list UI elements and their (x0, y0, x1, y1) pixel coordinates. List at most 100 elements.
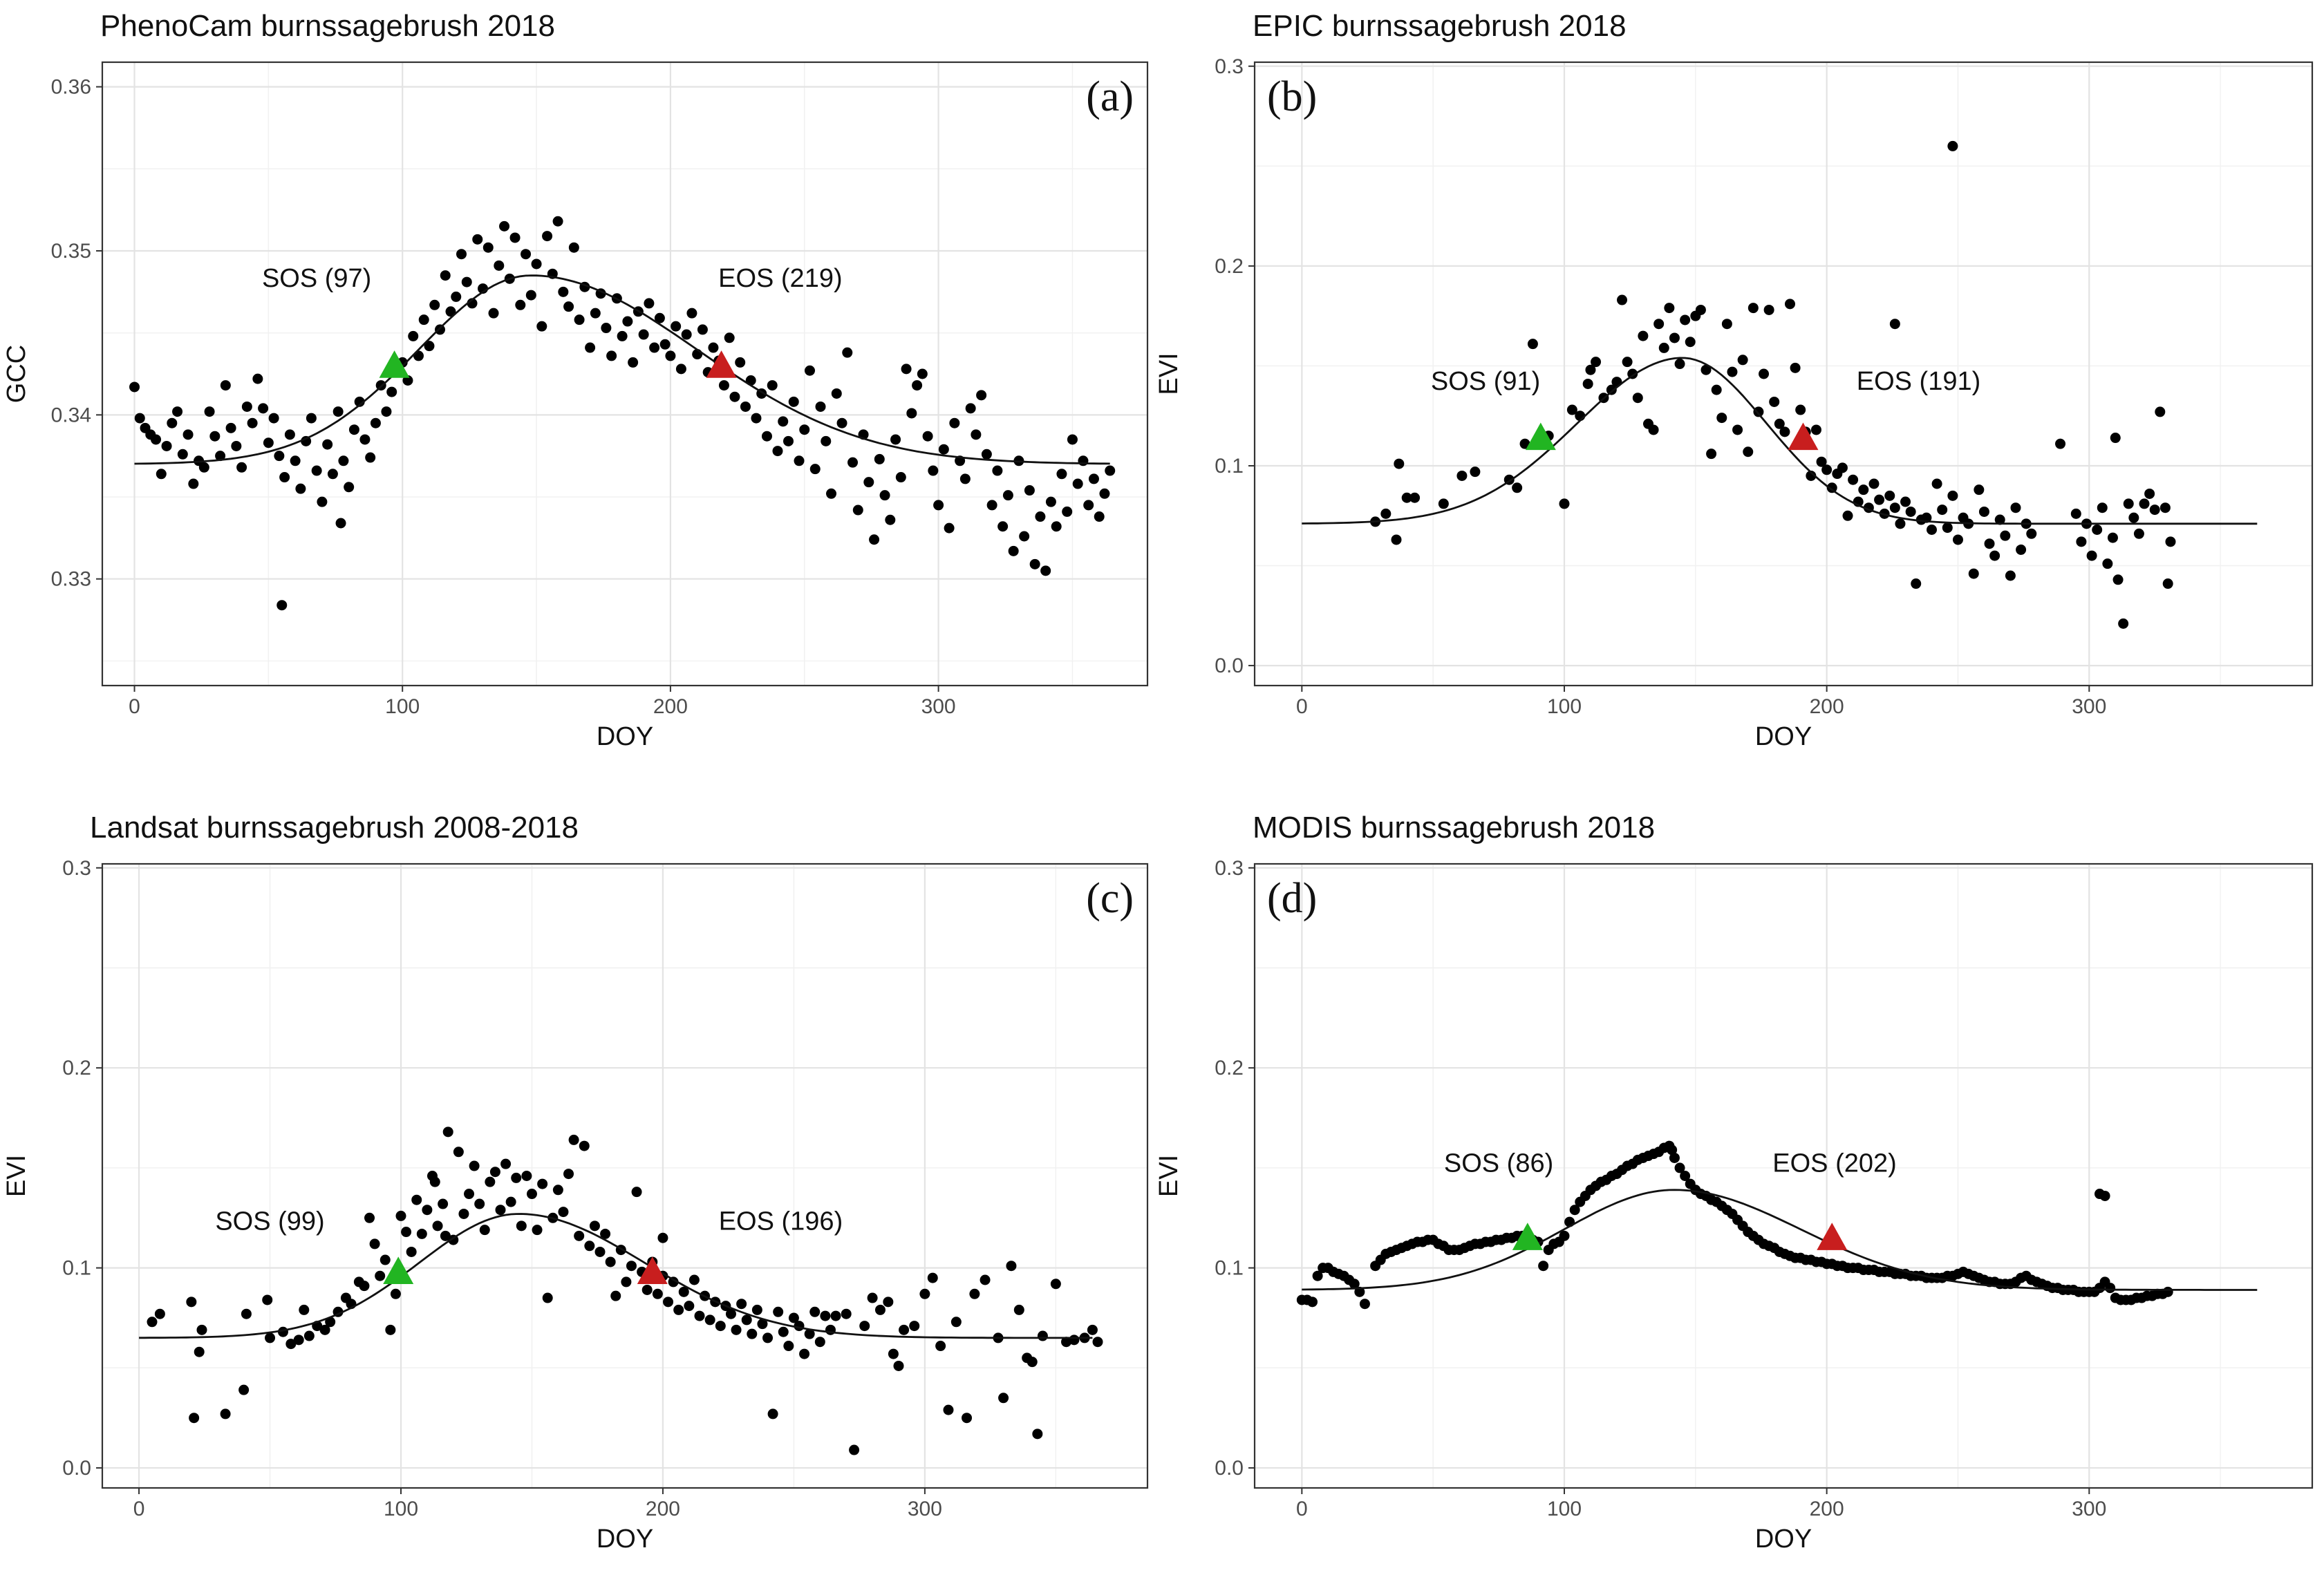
data-point (1359, 1299, 1370, 1310)
x-tick-label: 200 (653, 695, 688, 718)
data-point (379, 1254, 391, 1265)
data-point (375, 1270, 386, 1281)
data-point (663, 1296, 674, 1308)
data-point (1354, 1286, 1365, 1297)
data-point (621, 1276, 632, 1288)
y-tick-label: 0.1 (1215, 455, 1244, 478)
data-point (542, 1292, 553, 1303)
data-point (317, 496, 328, 507)
data-point (445, 306, 456, 317)
data-point (657, 1232, 668, 1243)
data-point (472, 234, 483, 245)
data-point (369, 1238, 380, 1249)
data-point (1900, 496, 1911, 507)
data-point (584, 1241, 595, 1252)
y-tick-label: 0.1 (1215, 1257, 1244, 1280)
data-point (440, 270, 451, 281)
data-point (1669, 1152, 1680, 1163)
data-point (1664, 303, 1675, 314)
data-point (2107, 532, 2118, 543)
data-point (1942, 522, 1953, 534)
y-tick-label: 0.2 (62, 1057, 91, 1079)
data-point (1019, 531, 1030, 542)
data-point (2162, 578, 2173, 590)
data-point (456, 249, 467, 260)
data-point (883, 1296, 894, 1308)
data-point (805, 365, 816, 376)
data-point (863, 477, 874, 488)
data-point (1816, 456, 1827, 467)
data-point (981, 449, 992, 460)
data-point (641, 1284, 653, 1295)
sos-label: SOS (91) (1431, 367, 1540, 396)
data-point (348, 424, 359, 435)
data-point (236, 462, 247, 473)
data-point (1401, 492, 1412, 503)
data-point (969, 1288, 980, 1299)
data-point (2162, 1286, 2173, 1297)
y-axis-label: EVI (1154, 1155, 1183, 1197)
data-point (935, 1341, 946, 1352)
data-point (385, 1324, 396, 1335)
data-point (589, 1220, 600, 1232)
eos-label: EOS (219) (718, 264, 843, 293)
data-point (1037, 1330, 1048, 1341)
data-point (319, 1324, 330, 1335)
data-point (568, 242, 579, 253)
data-point (809, 1306, 821, 1317)
data-point (258, 403, 269, 414)
fitted-curve (1302, 357, 2258, 525)
data-point (488, 308, 499, 319)
data-point (1591, 357, 1602, 368)
data-point (852, 504, 863, 516)
data-point (1391, 534, 1402, 545)
data-point (1994, 514, 2005, 525)
panel-label: (b) (1267, 73, 1317, 120)
data-point (311, 465, 322, 476)
data-point (684, 1301, 695, 1312)
data-point (438, 1198, 449, 1209)
data-point (933, 500, 944, 511)
x-tick-label: 0 (1296, 1498, 1308, 1520)
data-point (1648, 424, 1659, 435)
data-point (665, 350, 676, 361)
data-point (499, 220, 510, 232)
panel-label: (c) (1086, 875, 1134, 922)
data-point (247, 417, 258, 428)
data-point (1056, 469, 1067, 480)
data-point (1685, 337, 1696, 348)
data-point (731, 1324, 742, 1335)
data-point (381, 406, 392, 417)
data-point (804, 1328, 815, 1339)
data-point (442, 1126, 453, 1138)
data-point (644, 298, 655, 309)
data-point (241, 401, 252, 412)
x-tick-label: 200 (1810, 695, 1844, 718)
data-point (814, 1337, 825, 1348)
data-point (950, 1317, 962, 1328)
data-point (359, 1281, 370, 1292)
x-axis-label: DOY (1755, 1525, 1812, 1554)
data-point (675, 364, 686, 375)
data-point (579, 1140, 590, 1151)
data-point (196, 1324, 207, 1335)
data-point (1806, 470, 1817, 481)
data-point (1013, 1304, 1024, 1315)
data-point (788, 396, 799, 407)
data-point (1769, 396, 1780, 407)
data-point (1680, 314, 1691, 326)
data-point (2092, 525, 2103, 535)
data-point (1088, 473, 1099, 484)
x-tick-label: 100 (1547, 1498, 1582, 1520)
plot-frame (1253, 862, 2314, 1489)
data-point (1105, 465, 1116, 476)
x-axis-label: DOY (597, 1525, 653, 1554)
y-tick-label: 0.0 (1215, 1457, 1244, 1480)
data-point (1582, 378, 1593, 389)
y-tick-label: 0.3 (1215, 857, 1244, 880)
data-point (778, 416, 789, 427)
data-point (725, 1308, 736, 1319)
data-point (724, 332, 735, 343)
data-point (303, 1330, 315, 1341)
data-point (2016, 544, 2027, 555)
